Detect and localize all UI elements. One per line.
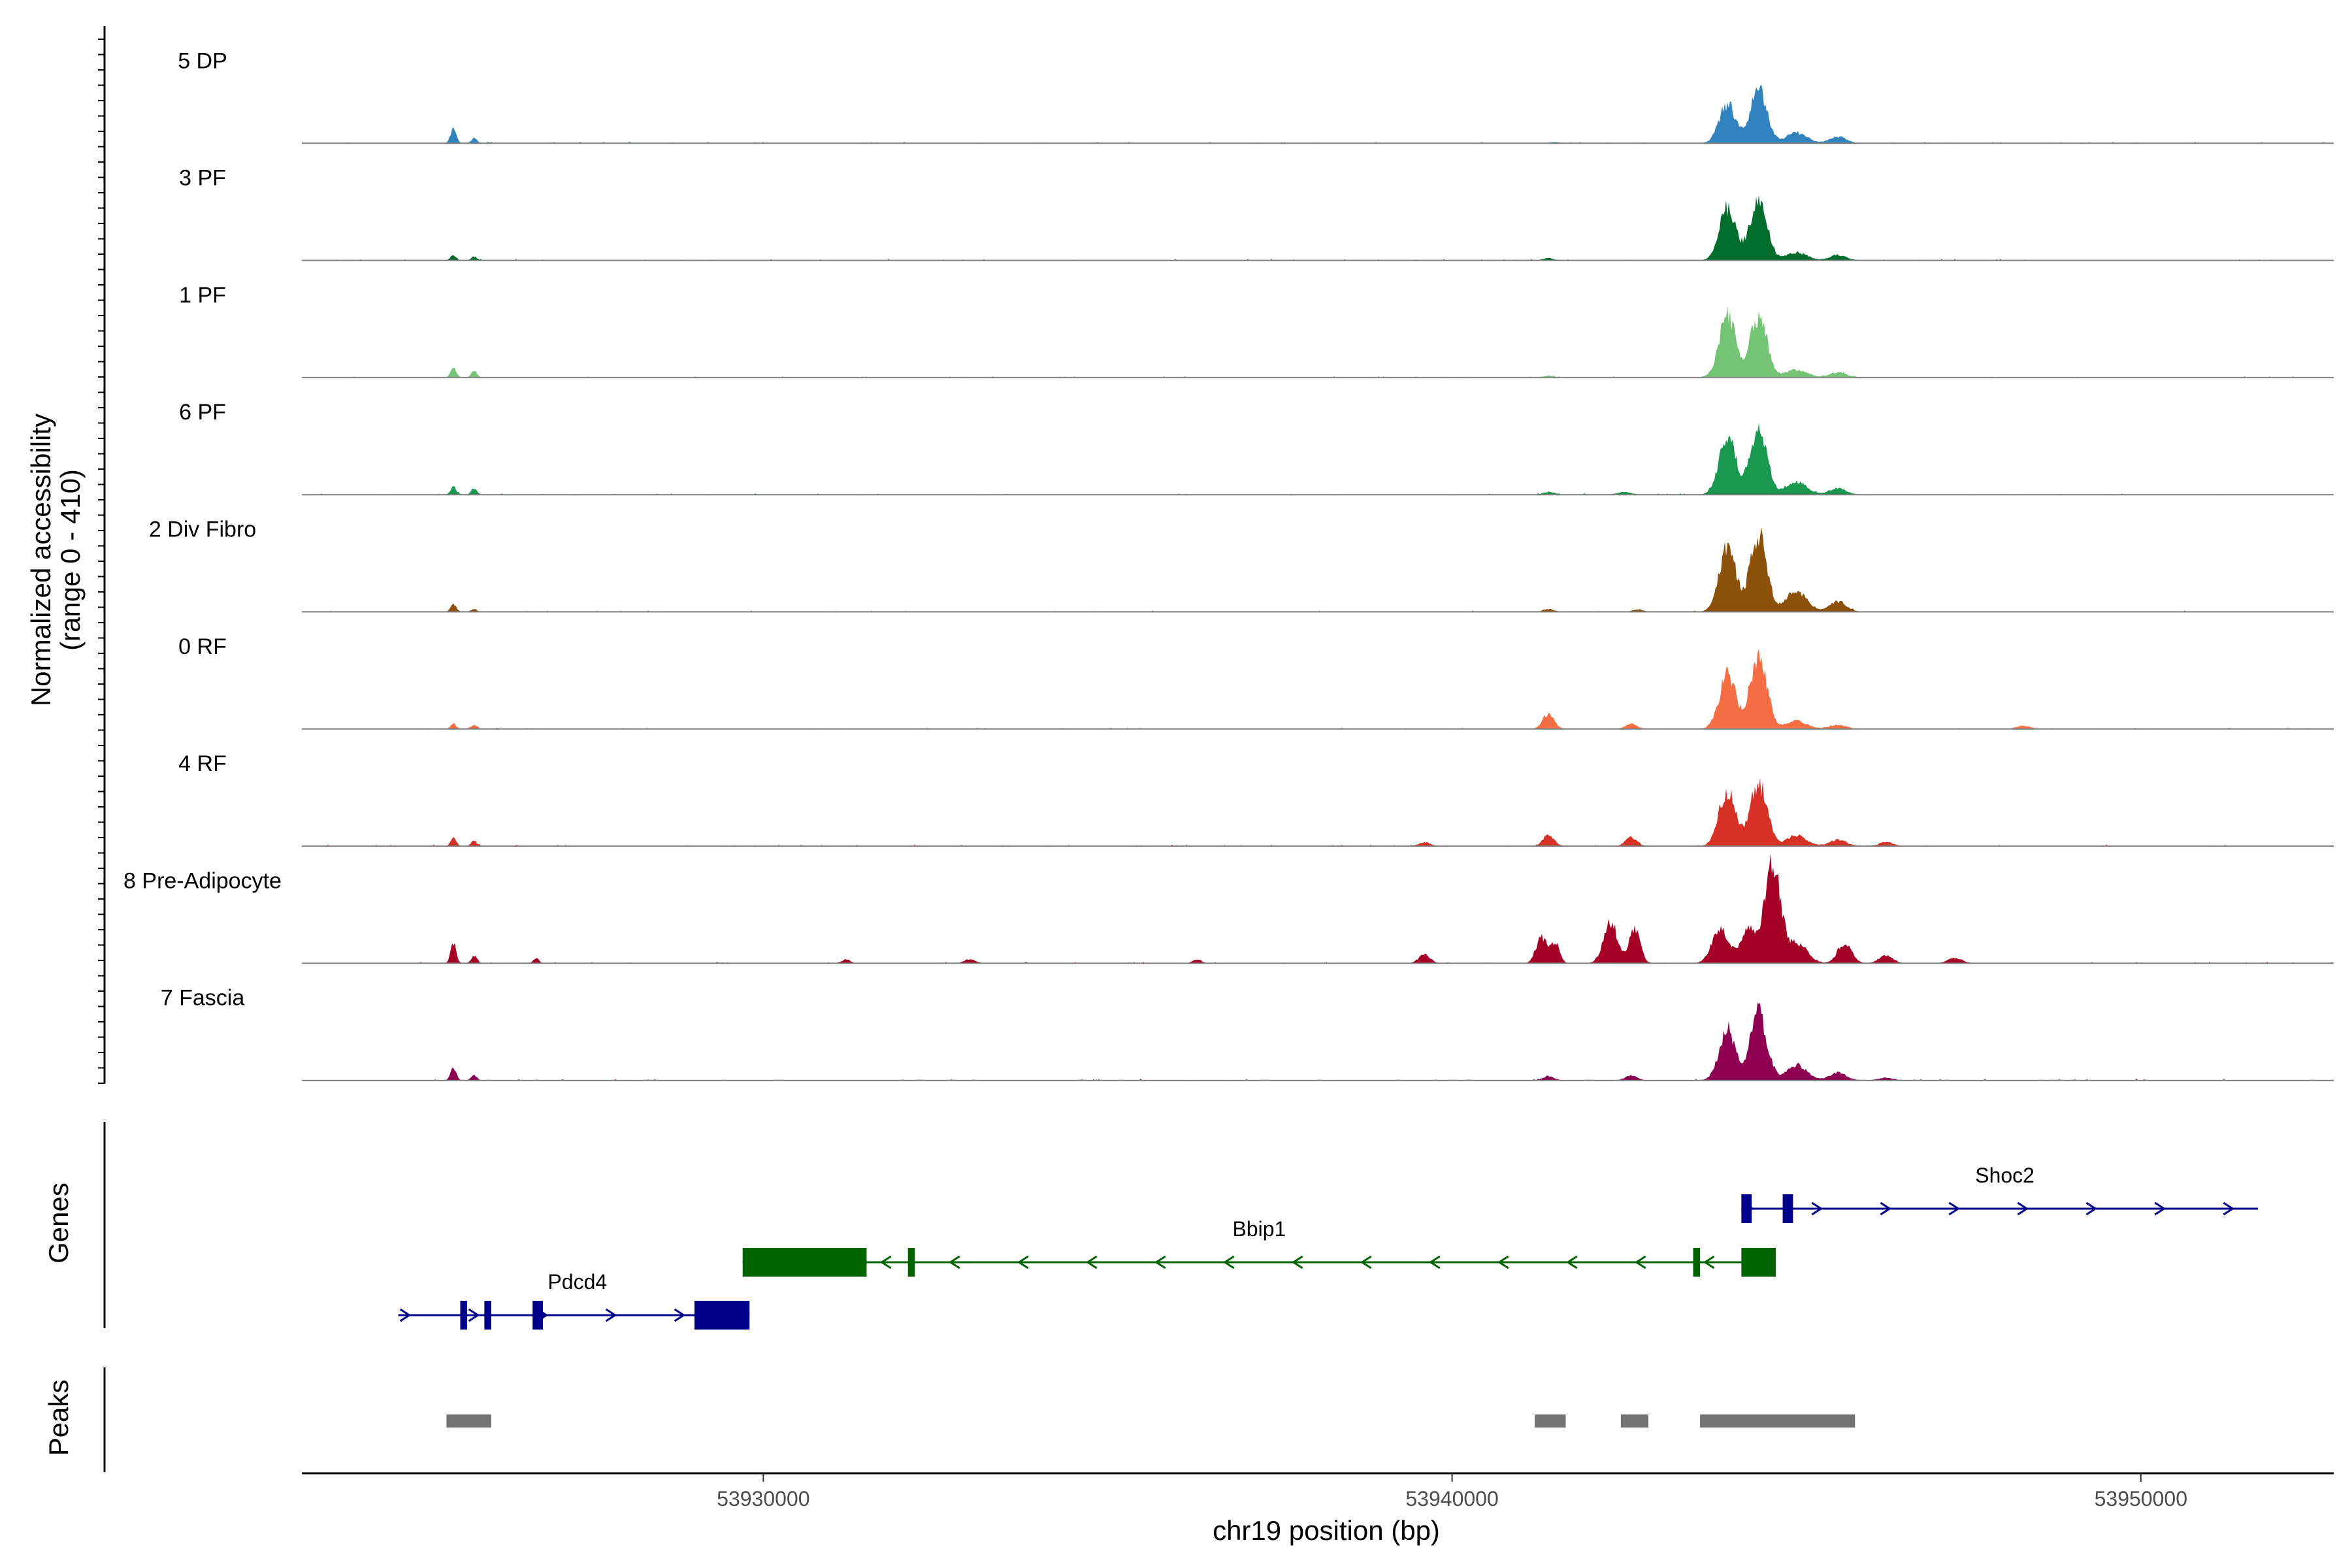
strand-chevron	[399, 1308, 412, 1322]
strand-chevron	[1017, 1255, 1029, 1269]
peaks-track-label: Peaks	[43, 1380, 74, 1456]
strand-chevron	[2085, 1201, 2098, 1216]
strand-chevron	[879, 1255, 892, 1269]
peak-region	[1535, 1414, 1566, 1428]
x-tick-label: 53930000	[717, 1487, 809, 1511]
track-0	[302, 84, 2334, 144]
x-axis: 53930000 53940000 53950000	[302, 1472, 2334, 1511]
strand-chevron	[1703, 1255, 1715, 1269]
strand-chevron	[1154, 1255, 1166, 1269]
genes-track: Shoc2 Bbip1 Pdcd4	[103, 1122, 2259, 1330]
track-4	[302, 527, 2334, 613]
track-label: 5 DP	[178, 48, 227, 73]
track-label: 4 RF	[178, 751, 227, 776]
exon	[460, 1301, 468, 1330]
coverage-area-3	[302, 423, 2334, 495]
strand-chevron	[1880, 1201, 1892, 1216]
track-8	[302, 1003, 2334, 1081]
track-3	[302, 423, 2334, 496]
strand-chevron	[1948, 1201, 1961, 1216]
x-tick-label: 53950000	[2095, 1487, 2187, 1511]
track-labels: 5 DP 3 PF 1 PF 6 PF 2 Div Fibro 0 RF 4 RF 8 Pre…	[123, 48, 282, 1010]
track-6	[302, 777, 2334, 847]
coverage-area-2	[302, 305, 2334, 378]
strand-chevron	[1291, 1255, 1303, 1269]
exon	[1741, 1248, 1776, 1277]
peak-region	[1700, 1414, 1855, 1428]
exon	[1693, 1248, 1701, 1277]
track-label: 6 PF	[179, 400, 226, 425]
strand-chevron	[1565, 1255, 1578, 1269]
y-axis-range: (range 0 - 410)	[55, 469, 86, 651]
strand-chevron	[1497, 1255, 1509, 1269]
exon	[742, 1248, 867, 1277]
strand-chevron	[1811, 1201, 1823, 1216]
gene-pdcd4: Pdcd4	[398, 1270, 750, 1330]
strand-chevron	[468, 1308, 480, 1322]
coverage-area-6	[302, 777, 2334, 847]
y-axis-title: Normalized accessibility	[25, 414, 56, 706]
strand-chevron	[948, 1255, 960, 1269]
strand-chevron	[1634, 1255, 1646, 1269]
strand-chevron	[2223, 1201, 2235, 1216]
track-label: 8 Pre-Adipocyte	[123, 868, 282, 893]
x-axis-title: chr19 position (bp)	[1213, 1515, 1440, 1546]
strand-chevron	[2017, 1201, 2029, 1216]
gene-label: Pdcd4	[547, 1270, 607, 1294]
exon	[907, 1248, 915, 1277]
exon	[484, 1301, 491, 1330]
peak-region	[446, 1414, 491, 1428]
peaks-track	[103, 1367, 1855, 1472]
track-label: 7 Fascia	[161, 986, 245, 1011]
coverage-area-4	[302, 527, 2334, 612]
genes-track-label: Genes	[43, 1183, 74, 1264]
gene-label: Bbip1	[1232, 1217, 1286, 1241]
strand-chevron	[1428, 1255, 1441, 1269]
gene-label: Shoc2	[1975, 1164, 2034, 1187]
coverage-area-7	[302, 853, 2334, 964]
coverage-area-1	[302, 195, 2334, 261]
coverage-tracks	[302, 84, 2334, 1081]
strand-chevron	[674, 1308, 686, 1322]
strand-chevron	[1360, 1255, 1372, 1269]
track-label: 2 Div Fibro	[149, 517, 256, 542]
x-tick-label: 53940000	[1405, 1487, 1498, 1511]
exon	[1741, 1194, 1752, 1223]
strand-chevron	[1222, 1255, 1235, 1269]
coverage-area-8	[302, 1003, 2334, 1081]
exon	[694, 1301, 750, 1330]
y-axis	[98, 26, 106, 1084]
track-1	[302, 195, 2334, 261]
gene-shoc2: Shoc2	[1741, 1164, 2259, 1223]
strand-chevron	[1085, 1255, 1098, 1269]
track-label: 0 RF	[178, 634, 227, 659]
strand-chevron	[605, 1308, 617, 1322]
exon	[532, 1301, 543, 1330]
track-5	[302, 649, 2334, 730]
coverage-area-5	[302, 649, 2334, 729]
track-label: 3 PF	[179, 166, 226, 191]
gene-bbip1: Bbip1	[742, 1217, 1776, 1277]
peak-region	[1620, 1414, 1649, 1428]
track-label: 1 PF	[179, 283, 226, 308]
track-2	[302, 305, 2334, 378]
exon	[1782, 1194, 1793, 1223]
strand-chevron	[2154, 1201, 2166, 1216]
track-7	[302, 853, 2334, 964]
coverage-area-0	[302, 84, 2334, 144]
